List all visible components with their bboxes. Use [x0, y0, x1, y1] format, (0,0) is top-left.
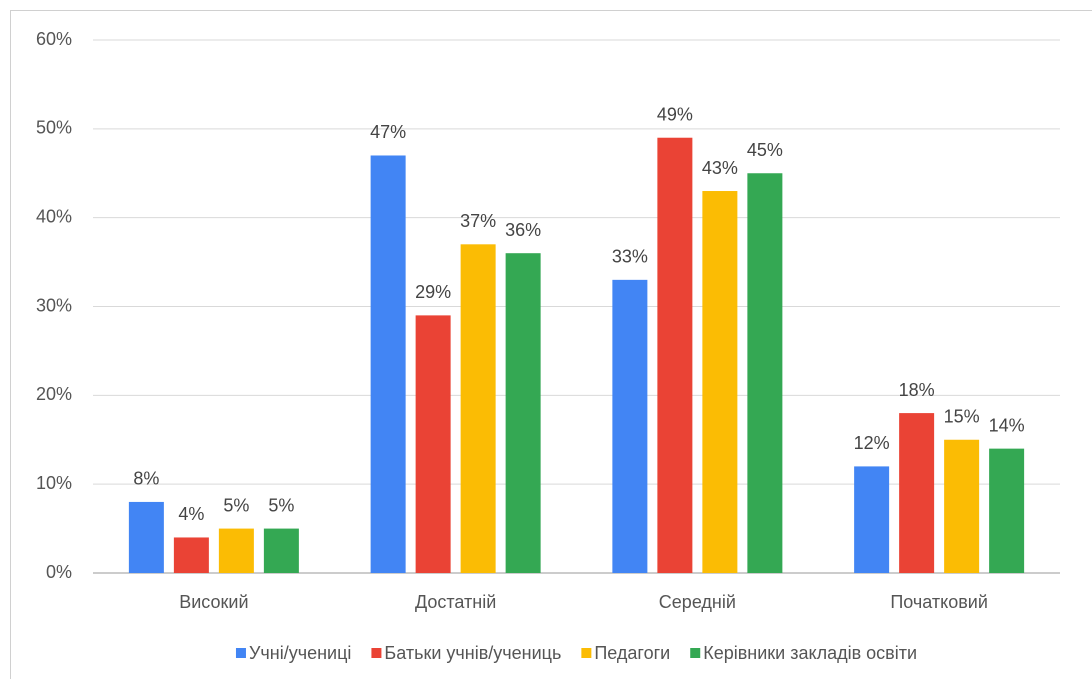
bar [415, 315, 451, 573]
bar [944, 439, 980, 573]
value-label: 29% [415, 282, 451, 302]
legend-label: Керівники закладів освіти [703, 643, 917, 663]
bar [173, 537, 209, 573]
value-label: 43% [702, 158, 738, 178]
value-label: 15% [944, 407, 980, 427]
legend-swatch [371, 648, 382, 658]
bar [263, 528, 299, 573]
legend-swatch [581, 648, 592, 658]
y-tick-label: 60% [36, 29, 72, 49]
bar [128, 501, 164, 573]
legend-label: Учні/учениці [249, 643, 351, 663]
bar [505, 253, 541, 573]
value-label: 18% [899, 380, 935, 400]
value-label: 5% [268, 495, 294, 515]
x-tick-label: Високий [179, 592, 248, 612]
bar [899, 413, 935, 573]
y-tick-label: 10% [36, 473, 72, 493]
bar [657, 137, 693, 573]
y-tick-label: 20% [36, 384, 72, 404]
bar [702, 191, 738, 573]
bar [218, 528, 254, 573]
y-tick-label: 0% [46, 562, 72, 582]
chart-frame [10, 10, 1092, 679]
value-label: 36% [505, 220, 541, 240]
y-tick-label: 30% [36, 295, 72, 315]
x-tick-label: Достатній [415, 592, 496, 612]
legend-label: Батьки учнів/учениць [384, 643, 561, 663]
legend-swatch [235, 648, 246, 658]
y-tick-label: 50% [36, 118, 72, 138]
value-label: 47% [370, 122, 406, 142]
bar [989, 448, 1025, 573]
legend-label: Педагоги [594, 643, 670, 663]
x-tick-label: Середній [659, 592, 736, 612]
x-tick-label: Початковий [890, 592, 988, 612]
bar [854, 466, 890, 573]
value-label: 49% [657, 104, 693, 124]
value-label: 14% [989, 415, 1025, 435]
bar [612, 279, 648, 573]
value-label: 37% [460, 211, 496, 231]
legend-swatch [690, 648, 701, 658]
value-label: 8% [133, 469, 159, 489]
value-label: 5% [223, 495, 249, 515]
y-tick-label: 40% [36, 206, 72, 226]
value-label: 4% [178, 504, 204, 524]
value-label: 33% [612, 247, 648, 267]
value-label: 45% [747, 140, 783, 160]
value-label: 12% [854, 433, 890, 453]
bar [747, 173, 783, 573]
bar [460, 244, 496, 574]
bar [370, 155, 406, 573]
